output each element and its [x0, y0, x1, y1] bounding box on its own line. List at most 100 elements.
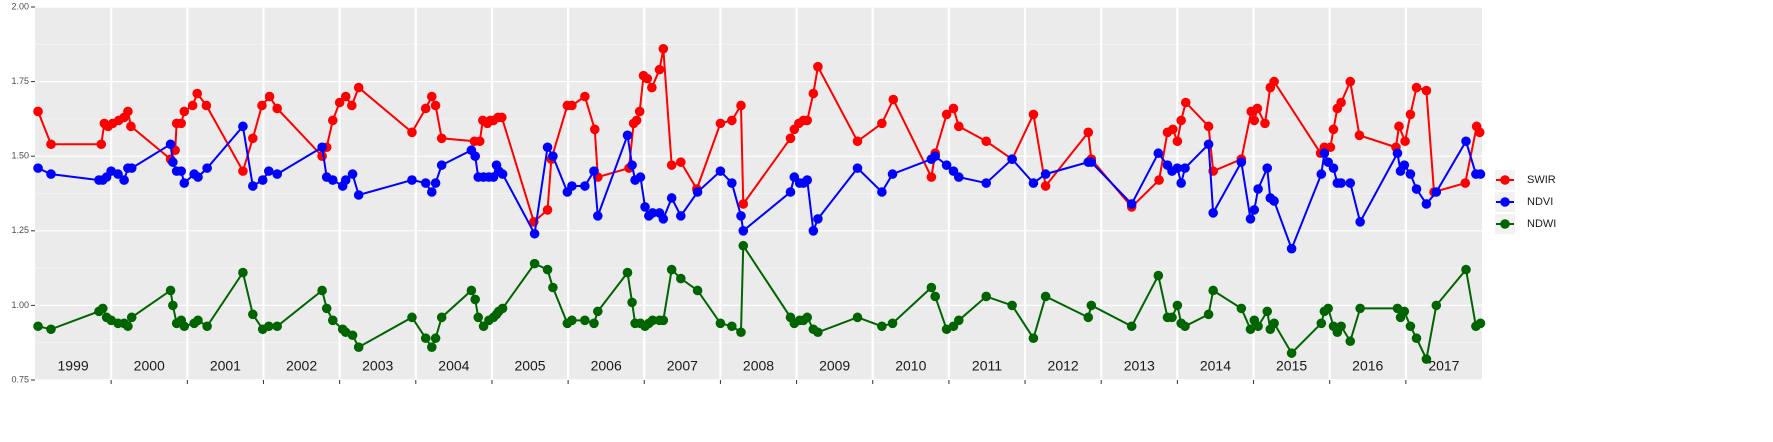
- data-point: [497, 303, 508, 314]
- data-point: [257, 175, 268, 185]
- data-point: [542, 264, 553, 275]
- legend-key-point: [1500, 197, 1510, 207]
- data-point: [930, 291, 940, 302]
- data-point: [119, 175, 129, 185]
- data-point: [1355, 217, 1365, 227]
- data-point: [1245, 214, 1256, 224]
- data-point: [1208, 285, 1218, 296]
- data-point: [727, 178, 737, 188]
- data-point: [1286, 243, 1297, 254]
- data-point: [634, 106, 645, 117]
- data-point: [948, 103, 959, 114]
- data-point: [426, 342, 437, 352]
- data-point: [808, 226, 819, 236]
- data-point: [1176, 178, 1186, 188]
- data-point: [1028, 109, 1039, 120]
- data-point: [1316, 169, 1327, 179]
- data-point: [727, 115, 737, 126]
- data-point: [589, 166, 599, 176]
- data-point: [321, 303, 332, 314]
- data-point: [1411, 82, 1422, 93]
- data-point: [46, 324, 56, 335]
- data-point: [353, 82, 364, 93]
- data-point: [1354, 130, 1365, 141]
- data-point: [1394, 121, 1404, 132]
- data-point: [1007, 154, 1017, 164]
- data-point: [168, 300, 178, 311]
- data-point: [248, 133, 258, 144]
- data-point: [580, 315, 590, 326]
- data-point: [238, 121, 248, 132]
- data-point: [420, 333, 431, 344]
- data-point: [192, 88, 203, 99]
- data-point: [353, 342, 364, 352]
- data-point: [238, 267, 248, 278]
- data-point: [654, 64, 665, 75]
- data-point: [257, 100, 267, 111]
- legend-key-point: [1500, 175, 1510, 185]
- data-point: [1355, 303, 1365, 314]
- data-point: [123, 321, 133, 332]
- data-point: [981, 178, 992, 188]
- data-point: [1236, 303, 1247, 314]
- data-point: [165, 285, 176, 296]
- data-point: [179, 106, 190, 117]
- data-point: [1126, 199, 1137, 209]
- data-point: [785, 133, 796, 144]
- data-point: [420, 103, 431, 114]
- year-label: 2005: [514, 358, 545, 374]
- data-point: [334, 97, 345, 108]
- year-label: 2002: [286, 358, 317, 374]
- data-point: [1269, 76, 1279, 87]
- data-point: [542, 205, 553, 215]
- data-point: [1040, 291, 1051, 302]
- data-point: [785, 187, 796, 197]
- data-point: [1180, 97, 1191, 108]
- data-point: [1269, 196, 1279, 206]
- data-point: [738, 226, 749, 236]
- data-point: [436, 312, 447, 323]
- data-point: [676, 273, 686, 284]
- year-label: 2014: [1200, 358, 1231, 374]
- data-point: [407, 127, 417, 138]
- data-point: [953, 121, 964, 132]
- data-point: [622, 130, 633, 141]
- year-label: 2015: [1276, 358, 1307, 374]
- data-point: [647, 315, 658, 326]
- data-point: [941, 109, 952, 120]
- data-point: [1421, 354, 1432, 364]
- data-point: [567, 100, 577, 111]
- data-point: [1260, 118, 1270, 129]
- data-point: [1028, 333, 1039, 344]
- data-point: [33, 163, 43, 173]
- year-label: 2008: [743, 358, 774, 374]
- data-point: [430, 100, 441, 111]
- data-point: [1400, 136, 1410, 147]
- data-point: [1086, 300, 1097, 311]
- data-point: [1405, 109, 1416, 120]
- y-tick-label: 0.75: [11, 374, 29, 384]
- data-point: [470, 294, 480, 305]
- data-point: [176, 118, 187, 129]
- data-point: [1153, 148, 1164, 159]
- data-point: [126, 312, 137, 323]
- data-point: [238, 166, 248, 176]
- data-point: [567, 181, 577, 191]
- data-point: [1475, 169, 1486, 179]
- data-point: [497, 169, 508, 179]
- data-point: [317, 142, 327, 153]
- data-point: [340, 91, 351, 102]
- data-point: [1461, 136, 1471, 147]
- data-point: [1461, 264, 1471, 275]
- year-label: 2004: [438, 358, 469, 374]
- data-point: [580, 91, 590, 102]
- data-point: [1405, 321, 1416, 332]
- data-point: [1249, 205, 1260, 215]
- data-point: [1154, 175, 1164, 185]
- data-point: [887, 318, 898, 329]
- data-point: [808, 88, 819, 99]
- data-point: [470, 151, 480, 161]
- data-point: [1474, 127, 1485, 138]
- data-point: [1345, 336, 1356, 347]
- data-point: [407, 175, 417, 185]
